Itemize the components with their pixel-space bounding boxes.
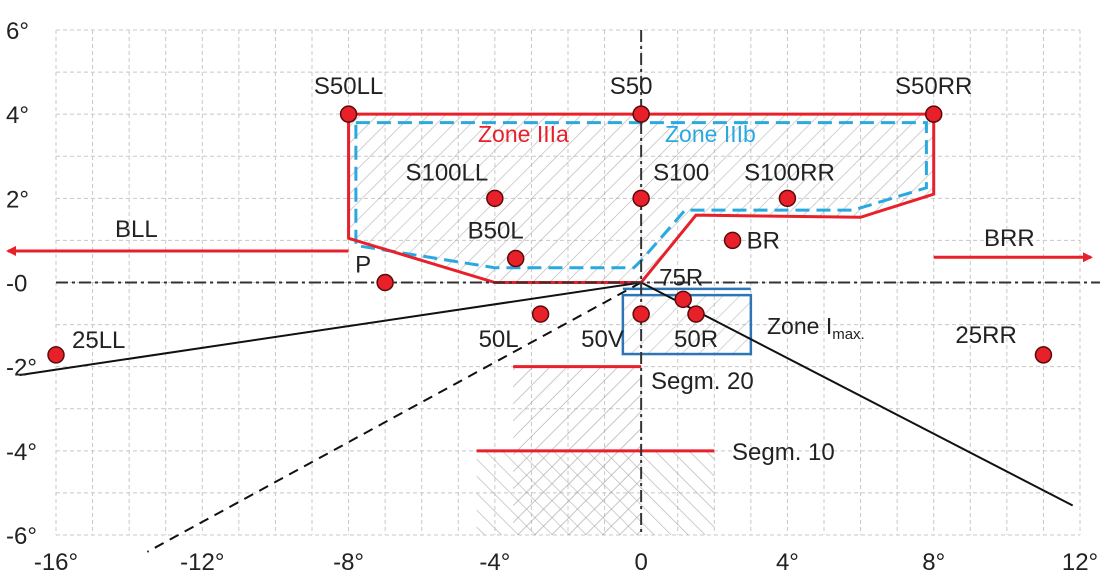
label-s100ll: S100LL <box>405 159 488 186</box>
label-25rr: 25RR <box>955 322 1016 349</box>
y-tick-label: 4° <box>6 102 29 129</box>
zone-3b-outline <box>354 121 928 270</box>
cutoff-left <box>19 281 642 377</box>
point-p <box>376 273 394 292</box>
label-segm-10: Segm. 10 <box>732 439 835 466</box>
y-tick-label: -2° <box>6 355 37 382</box>
label-50r: 50R <box>674 326 718 353</box>
point-s50rr <box>924 105 943 123</box>
point-br <box>723 231 742 250</box>
y-tick-label: -0 <box>6 271 27 298</box>
label-75r: 75R <box>659 264 703 291</box>
label-bll: BLL <box>115 216 158 243</box>
point-s100 <box>632 189 650 208</box>
y-tick-label: 2° <box>6 186 29 213</box>
x-tick-label: 4° <box>776 549 799 576</box>
x-tick-label: -16° <box>34 549 78 576</box>
y-tick-label: 6° <box>6 18 29 45</box>
label-zone-3b: Zone IIIb <box>665 121 756 147</box>
label-s100rr: S100RR <box>744 159 835 186</box>
x-tick-label: -8° <box>333 549 364 576</box>
label-s100: S100 <box>653 159 709 186</box>
point-25ll <box>47 346 65 364</box>
label-50l: 50L <box>479 326 519 353</box>
point-s50 <box>632 105 650 123</box>
zone-3a-outline <box>347 112 936 284</box>
label-b50l: B50L <box>468 218 524 245</box>
label-zone-imax-sub: max. <box>832 326 865 343</box>
label-segm-20: Segm. 20 <box>651 368 754 395</box>
label-50v: 50V <box>581 326 624 353</box>
label-s50rr: S50RR <box>895 73 972 100</box>
point-25rr <box>1034 346 1053 364</box>
label-s50ll: S50LL <box>314 73 383 100</box>
point-50l <box>531 305 550 323</box>
y-tick-label: -4° <box>6 439 37 466</box>
labels: S50LL S50 S50RR S100LL S100 S100RR B50L BR P 75R 5… <box>72 73 1035 466</box>
cutoff-right <box>640 281 1074 507</box>
point-s50ll <box>339 105 358 123</box>
point-s100ll <box>486 189 504 208</box>
axes <box>56 30 1100 535</box>
point-50r <box>687 305 705 323</box>
label-zone-3a: Zone IIIa <box>478 121 569 147</box>
cutoff-15deg <box>146 281 642 553</box>
x-tick-label: 0 <box>634 549 647 576</box>
point-75r <box>674 290 692 309</box>
measurement-points <box>47 105 1053 364</box>
x-tick-label: -12° <box>180 549 224 576</box>
x-tick-label: 12° <box>1062 549 1098 576</box>
cutoff-lines <box>6 245 1093 553</box>
label-25ll: 25LL <box>72 327 125 354</box>
y-tick-label: -6° <box>6 523 37 550</box>
label-br: BR <box>747 227 780 254</box>
x-tick-label: 8° <box>922 549 945 576</box>
segm-10-hatch <box>476 450 715 535</box>
x-tick-label: -4° <box>479 549 510 576</box>
point-s100rr <box>778 189 797 208</box>
point-50v <box>632 305 650 323</box>
point-b50l <box>506 249 525 268</box>
label-s50: S50 <box>610 73 653 100</box>
label-brr: BRR <box>984 225 1035 252</box>
tick-labels: -16° -12° -8° -4° 0 4° 8° 12° 6° 4° 2° -0 -2° -4° -6° <box>6 18 1098 576</box>
label-zone-imax: Zone Imax. <box>767 313 865 343</box>
label-p: P <box>355 252 371 279</box>
